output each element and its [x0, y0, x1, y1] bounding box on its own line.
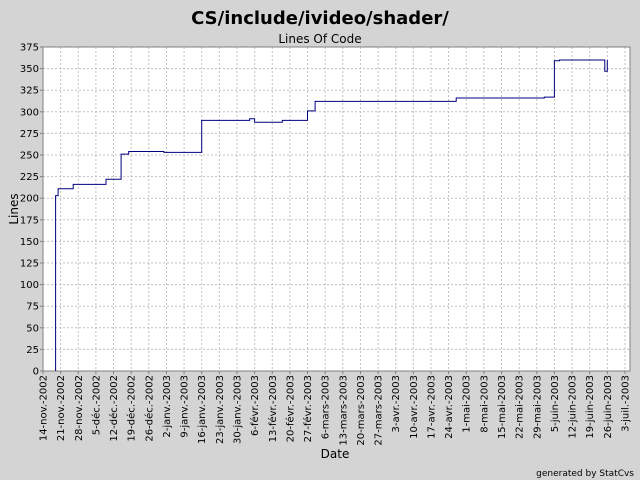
x-tick-label: 15-mai-2003	[497, 375, 508, 439]
x-tick-label: 13-févr.-2003	[267, 375, 279, 442]
y-tick-label: 350	[20, 64, 39, 75]
y-tick-label: 175	[20, 215, 39, 226]
y-tick-label: 75	[26, 302, 39, 313]
x-tick-label: 19-déc.-2002	[126, 375, 138, 442]
x-tick-label: 3-avr.-2003	[391, 375, 402, 432]
x-tick-label: 13-mars-2003	[338, 375, 349, 446]
x-axis-ticks: 14-nov.-2002 21-nov.-2002 28-nov.-2002 5-dé…	[39, 371, 631, 446]
x-tick-label: 5-juin-2003	[550, 375, 561, 432]
x-tick-label: 6-févr.-2003	[249, 375, 261, 436]
x-tick-label: 28-nov.-2002	[74, 375, 85, 441]
x-tick-label: 24-avr.-2003	[444, 375, 455, 439]
y-axis-ticks: 0 25 50 75 100 125 150 175 200 225 250 275 300 325 350…	[20, 43, 43, 378]
x-axis-label: Date	[321, 447, 350, 461]
footer-credit: generated by StatCvs	[536, 469, 634, 479]
x-tick-label: 12-déc.-2002	[108, 375, 120, 442]
x-tick-label: 29-mai-2003	[532, 375, 543, 439]
x-tick-label: 9-janv.-2003	[180, 375, 191, 438]
chart-subtitle: Lines Of Code	[278, 32, 361, 46]
y-tick-label: 275	[20, 129, 39, 140]
y-tick-label: 250	[20, 151, 39, 162]
x-tick-label: 27-mars-2003	[374, 375, 385, 446]
x-tick-label: 8-mai-2003	[479, 375, 490, 433]
y-tick-label: 300	[20, 107, 39, 118]
x-tick-label: 30-janv.-2003	[232, 375, 243, 444]
x-tick-label: 12-juin-2003	[568, 375, 579, 439]
x-tick-label: 14-nov.-2002	[39, 375, 50, 441]
x-tick-label: 23-janv.-2003	[215, 375, 226, 444]
x-tick-label: 26-juin-2003	[603, 375, 614, 439]
plot-frame	[42, 46, 631, 372]
y-tick-label: 200	[20, 194, 39, 205]
x-tick-label: 27-févr.-2003	[302, 375, 314, 442]
y-tick-label: 125	[20, 259, 39, 270]
x-tick-label: 20-févr.-2003	[284, 375, 296, 442]
chart-title: CS/include/ivideo/shader/	[191, 8, 449, 29]
x-tick-label: 21-nov.-2002	[56, 375, 67, 441]
x-tick-label: 2-janv.-2003	[162, 375, 173, 438]
y-tick-label: 375	[20, 43, 39, 54]
x-tick-label: 1-mai-2003	[462, 375, 473, 433]
grid	[42, 46, 631, 372]
x-tick-label: 3-juil.-2003	[620, 375, 631, 432]
y-tick-label: 0	[33, 367, 39, 378]
x-tick-label: 22-mai-2003	[515, 375, 526, 439]
series-line-lines-of-code	[55, 59, 608, 371]
y-tick-label: 50	[26, 323, 39, 334]
x-tick-label: 19-juin-2003	[585, 375, 596, 439]
y-tick-label: 325	[20, 86, 39, 97]
y-tick-label: 25	[26, 345, 39, 356]
x-tick-label: 6-mars-2003	[321, 375, 332, 439]
y-tick-label: 225	[20, 172, 39, 183]
y-axis-label: Lines	[7, 193, 21, 224]
x-tick-label: 5-déc.-2002	[90, 375, 102, 435]
y-tick-label: 100	[20, 280, 39, 291]
x-tick-label: 10-avr.-2003	[409, 375, 420, 439]
x-tick-label: 16-janv.-2003	[197, 375, 208, 444]
x-tick-label: 17-avr.-2003	[426, 375, 437, 439]
x-tick-label: 20-mars-2003	[356, 375, 367, 446]
y-tick-label: 150	[20, 237, 39, 248]
x-tick-label: 26-déc.-2002	[143, 375, 155, 442]
